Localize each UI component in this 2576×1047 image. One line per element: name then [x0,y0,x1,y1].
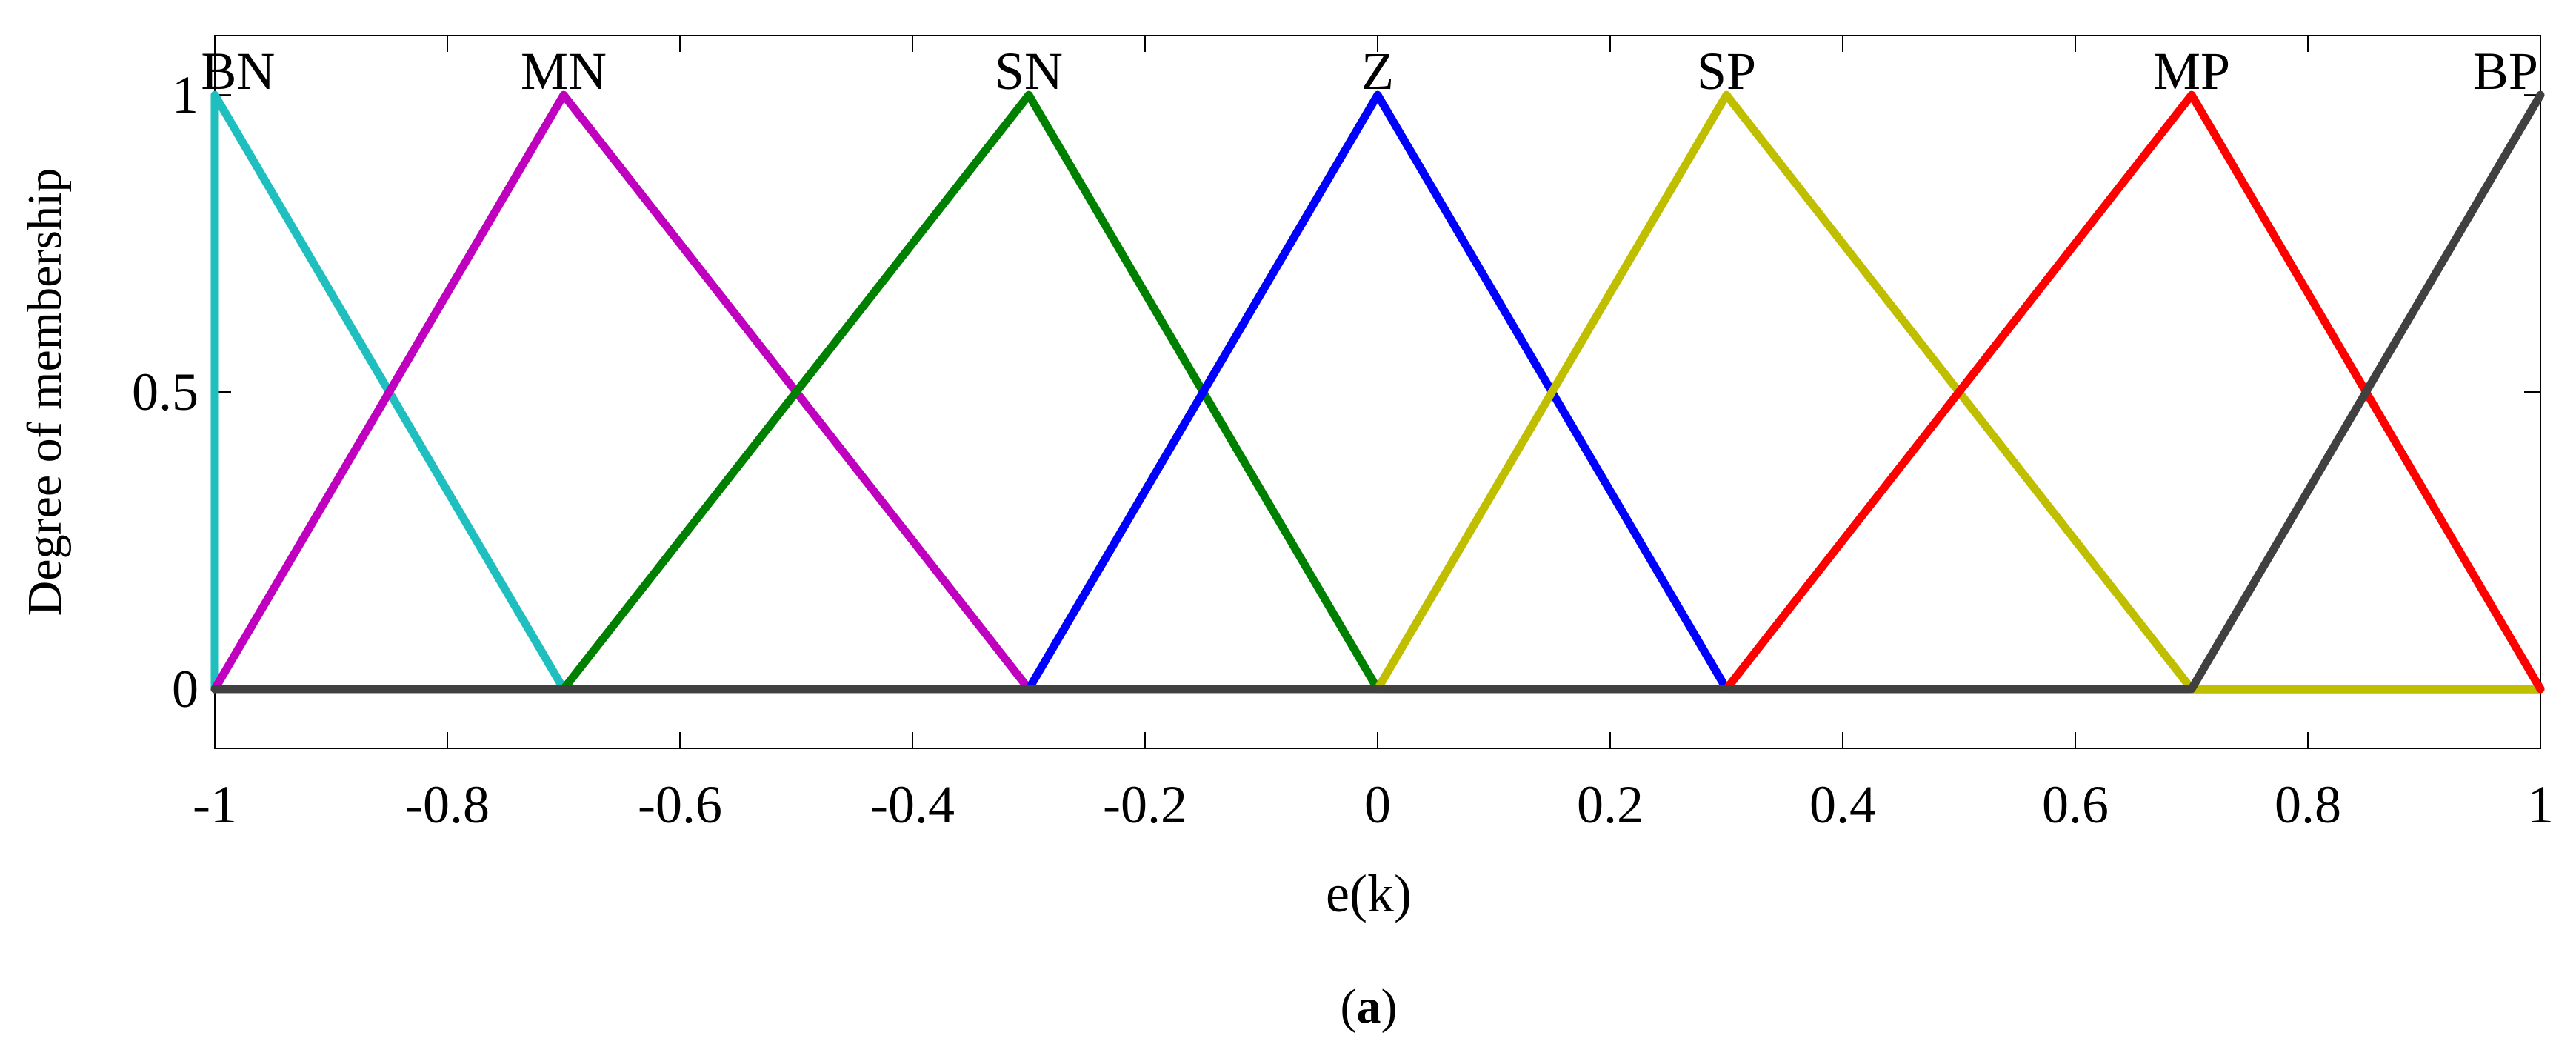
series-sp-line [210,90,2545,694]
series-bp-line [210,90,2545,694]
plot-frame [214,35,2541,749]
x-tick-label: 0.6 [2042,775,2109,834]
series-bn-line [210,90,2545,694]
series-mp-line [210,90,2545,694]
curve-label-mn: MN [521,41,607,101]
x-tick-label: -0.6 [638,775,722,834]
curve-label-mp: MP [2153,41,2230,101]
y-axis-ticks: 00.51 [132,65,2540,719]
x-axis-ticks: -1 -0.8 -0.6 -0.4 -0.2 0 0.2 0.4 0.6 0.8 1 [193,36,2554,834]
y-axis-label: Degree of membership [18,168,72,616]
y-tick-label: 1 [172,65,198,124]
curve-label-bp: BP [2473,41,2538,101]
y-tick-label: 0 [172,659,198,719]
x-tick-label: -0.8 [405,775,490,834]
x-tick-label: 0.4 [1809,775,1876,834]
series-lines [210,90,2545,694]
x-tick-label: 0 [1364,775,1391,834]
x-axis-label: e(k) [1326,864,1412,923]
caption-letter: a [1357,980,1381,1034]
series-z-line [210,90,2545,694]
x-tick-label: 0.8 [2275,775,2341,834]
x-tick-label: 1 [2527,775,2554,834]
curve-label-sp: SP [1697,41,1756,101]
caption-close: ) [1381,980,1398,1034]
curve-label-sn: SN [995,41,1063,101]
x-tick-label: 0.2 [1577,775,1644,834]
x-tick-label: -1 [193,775,237,834]
series-sn-line [210,90,2545,694]
x-tick-label: -0.2 [1103,775,1187,834]
curve-label-bn: BN [201,41,275,101]
curve-labels: BN MN SN Z SP MP BP [201,41,2538,101]
x-tick-label: -0.4 [870,775,955,834]
caption-open: ( [1341,980,1357,1034]
figure-caption: (a) [1341,980,1398,1034]
series-mn-line [210,90,2545,694]
curve-label-z: Z [1361,41,1394,101]
y-tick-label: 0.5 [132,362,198,422]
